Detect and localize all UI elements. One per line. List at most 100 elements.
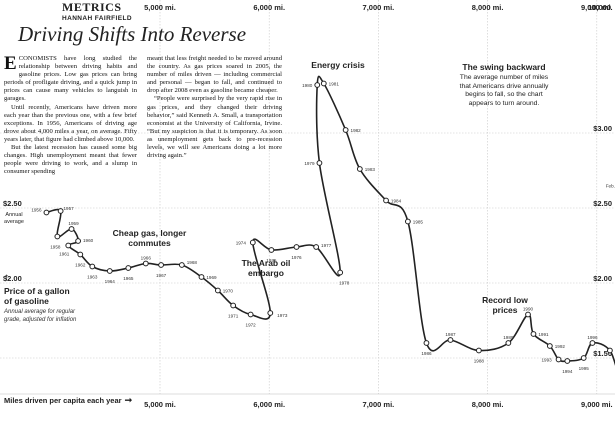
byline: HANNAH FAIRFIELD: [62, 15, 132, 22]
x-axis-title: Miles driven per capita each year ➞: [4, 395, 133, 405]
point-label: 1994: [562, 369, 573, 374]
story-paragraph: E CONOMISTS have long studied the relatio…: [4, 53, 137, 103]
point-label: 1974: [236, 241, 247, 246]
annotation-swing-body: The average number of miles that America…: [459, 74, 549, 107]
y-tick-label-right: $2.00: [593, 274, 612, 283]
data-point: [555, 356, 562, 363]
point-label: 1966: [141, 256, 152, 261]
right-arrow-icon: ➞: [124, 395, 133, 405]
point-label: 1984: [391, 199, 402, 204]
annotation-arab-embargo: The Arab oil embargo: [241, 258, 291, 278]
data-point: [54, 233, 61, 240]
story-paragraph: But the latest recession has caused some…: [4, 144, 137, 176]
point-label: 1961: [59, 252, 70, 257]
point-label: 1968: [187, 260, 198, 265]
y-tick-label-left: $2.00: [3, 274, 22, 283]
data-point: [505, 340, 512, 346]
data-point: [530, 331, 537, 337]
data-point: [423, 340, 430, 346]
y-tick-label-right: $2.50: [593, 199, 612, 208]
point-label: 1962: [75, 263, 86, 268]
data-point: [320, 80, 327, 87]
data-point: [43, 209, 50, 216]
point-label: 1977: [321, 243, 332, 248]
y-axis-subtitle: Annual average for regular grade, adjust…: [4, 309, 77, 323]
point-label: 1987: [445, 332, 456, 337]
point-label: 1959: [68, 221, 79, 226]
annotation-annual-average: Annual average: [4, 212, 24, 225]
point-label: 1996: [587, 335, 598, 340]
data-point: [57, 208, 64, 214]
point-label: 1985: [413, 220, 424, 225]
point-label: 1979: [304, 161, 315, 166]
data-point: [89, 263, 96, 270]
annotation-energy-crisis: Energy crisis: [311, 60, 365, 70]
point-label: 1986: [421, 351, 432, 356]
point-label: 1976: [291, 255, 302, 260]
data-point: [293, 244, 300, 250]
data-point: [447, 337, 454, 343]
data-point: [607, 347, 613, 354]
y-axis-title: Price of a gallon of gasoline: [4, 286, 70, 306]
data-point: [316, 160, 323, 166]
data-point: [268, 247, 275, 253]
data-point: [342, 127, 349, 133]
point-label: 1995: [579, 366, 590, 371]
data-point: [564, 358, 571, 364]
point-label: 1973: [277, 313, 288, 318]
data-point: [230, 302, 237, 309]
point-label: 1993: [541, 358, 552, 363]
point-label: 1978: [339, 281, 350, 286]
y-tick-label-left: $2.50: [3, 199, 22, 208]
data-point: [198, 274, 205, 280]
data-point: [267, 310, 274, 316]
x-tick-label-top: 8,000 mi.: [472, 3, 504, 12]
point-label: 1963: [87, 275, 98, 280]
data-point: [178, 262, 185, 268]
annotation-record-low: Record low prices: [482, 295, 528, 315]
x-tick-label-bottom: 9,000 mi.: [581, 400, 613, 409]
story-paragraph: “People were surprised by the very rapid…: [147, 95, 282, 160]
x-tick-label-bottom: 5,000 mi.: [144, 400, 176, 409]
point-label: 1988: [474, 359, 485, 364]
data-point: [247, 311, 254, 318]
data-point: [77, 251, 84, 258]
drop-cap: E: [4, 53, 17, 74]
point-label: 1964: [105, 279, 116, 284]
point-label: 1992: [555, 344, 566, 349]
annotation-swing-title: The swing backward: [462, 62, 546, 72]
up-arrow-icon: ↑: [4, 272, 9, 283]
data-point: [313, 244, 320, 250]
point-label: 1983: [365, 167, 376, 172]
story-column-2: meant that less freight needed to be mov…: [147, 55, 282, 160]
point-label: 1972: [246, 323, 257, 328]
data-point: [404, 218, 411, 225]
x-tick-label-top: 9,000 mi.: [581, 3, 613, 12]
point-label: 1989: [503, 335, 514, 340]
data-point: [75, 238, 81, 244]
section-kicker: METRICS: [62, 0, 122, 14]
point-label: 1957: [64, 206, 75, 211]
point-label: 1960: [83, 238, 94, 243]
story-column-1: E CONOMISTS have long studied the relatio…: [4, 53, 137, 176]
data-point: [525, 311, 531, 318]
point-label: 1991: [538, 332, 549, 337]
y-axis-note: Price of a gallon of gasoline Annual ave…: [4, 286, 80, 324]
data-point: [125, 265, 132, 271]
data-point: [158, 262, 164, 268]
x-tick-label-top: 10,000: [588, 3, 611, 12]
point-label: 1965: [123, 276, 134, 281]
x-tick-label-top: 7,000 mi.: [363, 3, 395, 12]
data-point: [337, 269, 344, 276]
data-point: [383, 197, 389, 204]
y-tick-label-right: $1.50: [593, 349, 612, 358]
x-tick-label-bottom: 6,000 mi.: [253, 400, 285, 409]
data-point: [68, 226, 75, 232]
data-point: [356, 166, 363, 172]
point-label: Feb. 2010: [606, 184, 615, 189]
point-label: 1981: [329, 82, 340, 87]
point-label: 1970: [223, 289, 234, 294]
data-point: [314, 82, 321, 88]
x-tick-label-bottom: 8,000 mi.: [472, 400, 504, 409]
